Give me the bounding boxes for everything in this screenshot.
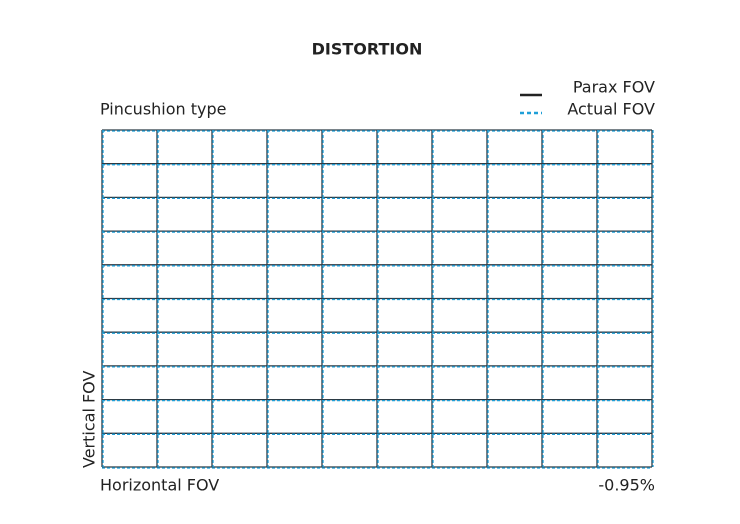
chart-title: DISTORTION bbox=[312, 40, 423, 59]
distortion-value: -0.95% bbox=[598, 476, 655, 495]
legend-label: Actual FOV bbox=[567, 100, 655, 119]
legend-label: Parax FOV bbox=[573, 78, 655, 97]
y-axis-label: Vertical FOV bbox=[80, 371, 99, 468]
subtitle: Pincushion type bbox=[100, 100, 227, 119]
x-axis-label: Horizontal FOV bbox=[100, 476, 219, 495]
grid bbox=[101, 129, 654, 469]
